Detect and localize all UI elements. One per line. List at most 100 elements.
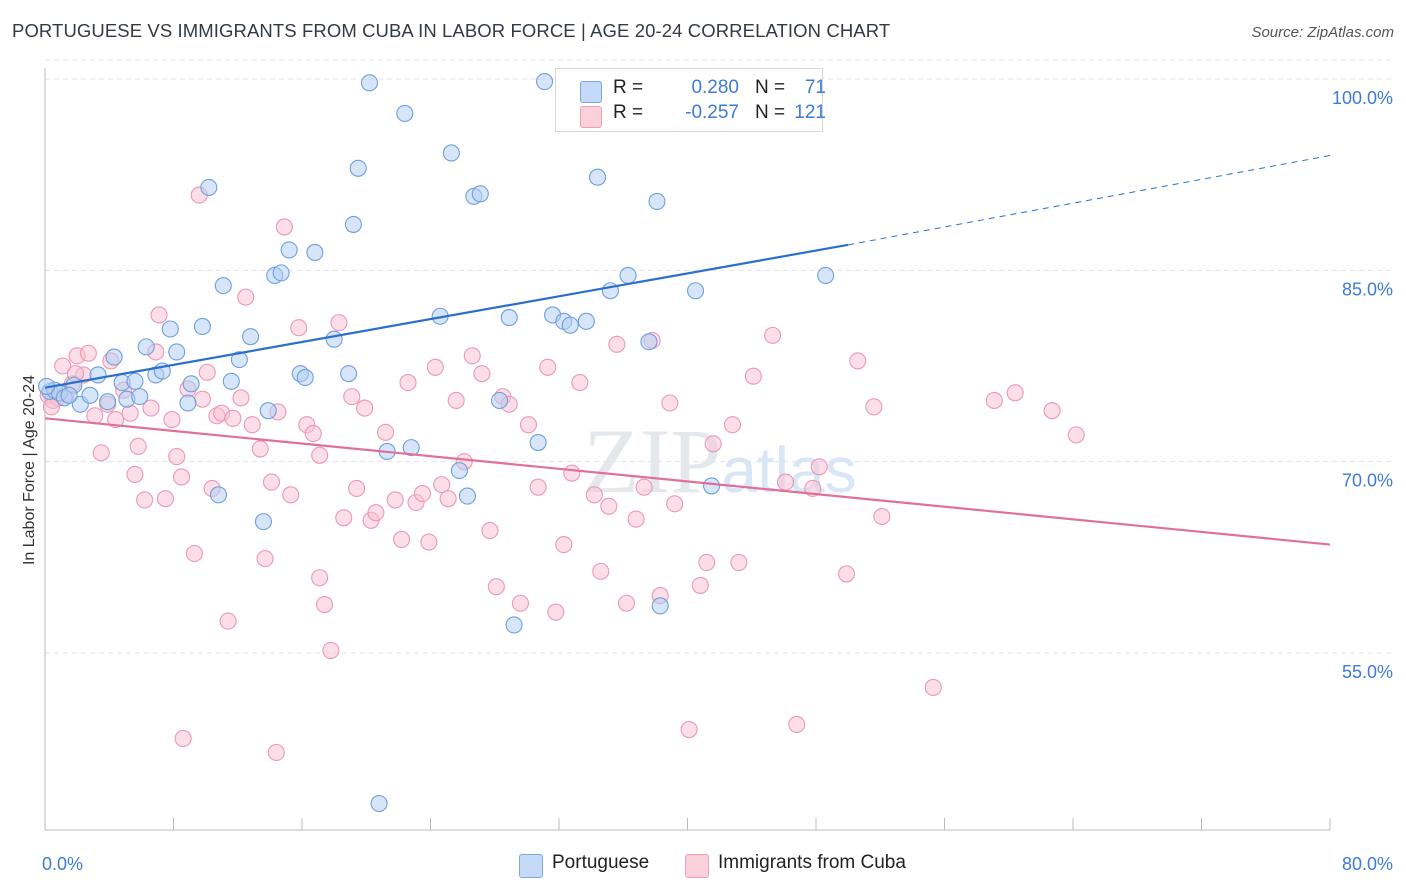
point-cuba <box>730 553 748 571</box>
point-cuba <box>985 391 1003 409</box>
y-tick-label: 85.0% <box>1342 279 1393 299</box>
point-cuba <box>810 458 828 476</box>
point-cuba <box>776 473 795 491</box>
point-cuba <box>163 411 181 429</box>
legend-swatch-portuguese <box>519 854 543 878</box>
point-cuba <box>156 490 175 508</box>
watermark: ZIPatlas <box>583 410 856 512</box>
point-cuba <box>79 344 97 362</box>
point-cuba <box>571 374 589 392</box>
x-tick-label: 0.0% <box>42 854 83 874</box>
point-cuba <box>563 464 581 482</box>
point-portuguese <box>505 616 523 634</box>
point-cuba <box>608 335 626 353</box>
point-cuba <box>376 423 395 441</box>
point-cuba <box>330 314 348 332</box>
r-value: 0.280 <box>691 77 739 98</box>
point-cuba <box>198 363 216 381</box>
legend-swatch-cuba <box>685 854 709 878</box>
point-cuba <box>386 491 404 509</box>
point-cuba <box>463 347 481 365</box>
point-cuba <box>788 715 806 733</box>
point-portuguese <box>280 241 298 259</box>
point-cuba <box>193 390 211 408</box>
axes <box>44 68 1331 831</box>
point-portuguese <box>458 487 476 505</box>
point-cuba <box>547 603 565 621</box>
point-cuba <box>924 678 942 696</box>
point-cuba <box>420 533 438 551</box>
point-portuguese <box>179 394 197 412</box>
point-portuguese <box>89 366 107 384</box>
point-portuguese <box>450 462 468 480</box>
point-portuguese <box>471 185 489 203</box>
n-value: 71 <box>804 77 826 98</box>
point-cuba <box>617 594 636 612</box>
point-cuba <box>627 510 645 528</box>
point-cuba <box>873 507 891 526</box>
point-portuguese <box>402 439 420 457</box>
point-cuba <box>121 404 139 422</box>
point-cuba <box>54 357 72 375</box>
point-portuguese <box>491 391 509 409</box>
point-portuguese <box>396 104 414 122</box>
point-portuguese <box>161 320 179 338</box>
point-cuba <box>168 448 186 466</box>
tick-labels: 55.0% 70.0% 85.0% 100.0% 0.0% 80.0% <box>42 88 1393 874</box>
point-cuba <box>473 365 491 383</box>
point-cuba <box>219 612 237 630</box>
point-cuba <box>126 465 144 483</box>
point-portuguese <box>535 73 554 91</box>
point-cuba <box>150 306 168 324</box>
point-cuba <box>86 407 104 425</box>
point-portuguese <box>182 375 200 393</box>
point-portuguese <box>99 393 117 411</box>
point-cuba <box>348 479 366 498</box>
point-cuba <box>267 743 285 762</box>
r-label: R = <box>613 102 644 123</box>
r-label: R = <box>613 77 644 98</box>
point-portuguese <box>344 215 362 233</box>
point-portuguese <box>703 477 721 495</box>
point-cuba <box>356 399 374 417</box>
point-portuguese <box>81 386 99 404</box>
point-cuba <box>529 478 547 496</box>
point-cuba <box>698 553 716 571</box>
point-cuba <box>481 521 499 540</box>
point-portuguese <box>296 368 314 387</box>
point-cuba <box>555 536 573 554</box>
point-cuba <box>592 562 610 580</box>
point-cuba <box>251 440 269 458</box>
point-cuba <box>343 388 361 406</box>
point-cuba <box>256 550 274 568</box>
point-portuguese <box>60 386 78 404</box>
point-cuba <box>107 411 125 429</box>
point-portuguese <box>640 333 658 351</box>
point-cuba <box>519 416 538 434</box>
y-tick-label: 100.0% <box>1332 88 1393 108</box>
n-value: 121 <box>794 102 826 123</box>
point-cuba <box>399 374 417 392</box>
point-cuba <box>367 504 385 522</box>
point-portuguese <box>105 348 123 366</box>
point-cuba <box>1067 426 1085 444</box>
point-portuguese <box>340 365 358 383</box>
point-cuba <box>92 444 110 462</box>
grid-lines <box>45 59 1395 654</box>
point-cuba <box>304 425 322 443</box>
point-portuguese <box>137 338 155 356</box>
point-cuba <box>487 578 505 596</box>
point-cuba <box>290 319 308 337</box>
point-portuguese <box>272 264 290 282</box>
point-portuguese <box>131 388 149 406</box>
series-legend: Portuguese Immigrants from Cuba <box>0 852 1406 878</box>
trend-line-portuguese-extrapolated <box>848 155 1331 246</box>
point-cuba <box>311 446 329 464</box>
point-portuguese <box>651 597 669 615</box>
legend-swatch-cuba <box>580 106 602 128</box>
point-cuba <box>600 497 618 515</box>
point-portuguese <box>577 312 595 330</box>
point-cuba <box>439 490 457 508</box>
point-cuba <box>865 398 883 416</box>
